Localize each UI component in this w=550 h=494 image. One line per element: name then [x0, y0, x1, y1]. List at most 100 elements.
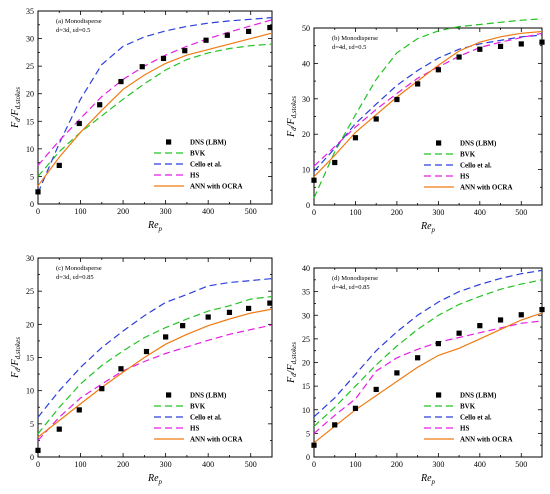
legend-label: Cello et al. [190, 161, 222, 169]
legend-label: HS [460, 173, 469, 181]
y-tick-label: 0 [30, 453, 34, 462]
legend-label: DNS (LBM) [190, 139, 227, 147]
panel-annotation-line: d=4d, εd=0.85 [332, 284, 370, 291]
plot-frame [313, 27, 543, 206]
data-point-dns [160, 55, 167, 62]
data-point-dns [76, 120, 82, 127]
data-point-dns [415, 355, 421, 361]
data-point-dns [497, 317, 504, 323]
y-tick-label: 10 [26, 145, 34, 154]
data-point-dns [118, 78, 124, 85]
y-tick-label: 15 [26, 117, 34, 126]
legend-marker-dns [166, 392, 172, 398]
panel-annotation-line: (a) Monodisperse [56, 18, 102, 25]
y-axis-label: Fd/Fd,stokes [286, 96, 298, 138]
series-line-hs [37, 324, 273, 441]
series-line-cello-et-al- [313, 269, 543, 418]
data-point-dns [539, 39, 545, 45]
series-line-bvk [313, 279, 543, 427]
legend: DNS (LBM) BVK Cello et al. HS ANN with OCRA [424, 392, 513, 444]
data-point-dns [415, 81, 421, 87]
data-point-dns [224, 32, 230, 38]
data-point-dns [35, 189, 41, 195]
legend-label: ANN with OCRA [190, 183, 243, 191]
data-point-dns [539, 306, 545, 313]
y-tick-label: 40 [302, 59, 310, 68]
panel-annotation-line: d=3d, εd=0.85 [56, 274, 94, 281]
x-tick-label: 500 [515, 460, 527, 469]
y-tick-label: 20 [26, 90, 34, 99]
legend-marker-dns [166, 139, 172, 145]
data-point-dns [456, 54, 462, 60]
x-tick-label: 500 [515, 208, 527, 217]
x-tick-label: 100 [75, 460, 87, 469]
data-point-dns [518, 41, 524, 47]
y-tick-label: 50 [302, 24, 310, 33]
legend-label: Cello et al. [190, 414, 222, 422]
x-tick-label: 400 [474, 208, 486, 217]
x-tick-label: 200 [117, 460, 129, 469]
legend-marker-dns [436, 140, 442, 146]
data-point-dns [97, 102, 103, 108]
series-line-ann-with-ocra [37, 308, 273, 438]
x-axis-label: Rep [147, 473, 163, 486]
y-tick-label: 25 [302, 335, 310, 344]
y-axis-label: Fd/Fd,stokes [10, 87, 22, 129]
x-tick-label: 400 [202, 207, 214, 216]
x-axis-label: Rep [420, 221, 436, 234]
series-line-bvk [37, 43, 273, 177]
x-tick-label: 500 [245, 207, 257, 216]
data-point-dns [394, 370, 400, 376]
legend: DNS (LBM) BVK Cello et al. HS ANN with OCRA [154, 392, 243, 444]
data-point-dns [56, 162, 62, 168]
chart-panel-2: 0 100 200 300 400 500 0 10 20 30 40 50 Rep Fd/Fd,stok… [286, 18, 545, 234]
data-point-dns [246, 305, 252, 312]
y-tick-label: 25 [26, 287, 34, 296]
legend-label: HS [190, 425, 199, 433]
y-tick-label: 10 [302, 166, 310, 175]
y-tick-label: 35 [26, 7, 34, 16]
chart-panel-3: 0 100 200 300 400 500 0 5 10 15 20 25 30 Rep Fd/Fd,sto… [10, 254, 273, 486]
y-tick-label: 25 [26, 62, 34, 71]
y-tick-label: 10 [26, 387, 34, 396]
y-tick-label: 35 [302, 288, 310, 297]
panel-annotation-line: (d) Monodisperse [332, 275, 378, 282]
x-tick-label: 100 [349, 208, 361, 217]
data-point-dns [497, 43, 504, 50]
data-point-dns [373, 116, 379, 122]
series-line-ann-with-ocra [313, 30, 543, 178]
x-tick-label: 500 [245, 460, 257, 469]
legend-label: DNS (LBM) [460, 392, 497, 400]
y-tick-label: 5 [30, 172, 34, 181]
legend-label: BVK [190, 150, 206, 158]
x-tick-label: 100 [75, 207, 87, 216]
data-point-dns [332, 422, 338, 428]
data-point-dns [352, 135, 359, 141]
data-point-dns [477, 46, 483, 52]
legend-label: HS [460, 425, 469, 433]
x-tick-label: 200 [117, 207, 129, 216]
y-tick-label: 5 [306, 429, 310, 438]
y-tick-label: 0 [306, 453, 310, 462]
x-tick-label: 0 [312, 208, 316, 217]
legend-label: DNS (LBM) [460, 140, 497, 148]
data-point-dns [352, 405, 359, 411]
y-axis-label: Fd/Fd,stokes [10, 337, 22, 379]
data-point-dns [311, 442, 317, 448]
series-line-bvk [313, 18, 543, 199]
series-line-ann-with-ocra [37, 32, 273, 187]
data-point-dns [518, 312, 524, 318]
x-axis-label: Rep [147, 220, 163, 233]
panel-annotation-line: d=3d, εd=0.5 [56, 27, 90, 34]
series-line-cello-et-al- [313, 34, 543, 172]
y-tick-label: 15 [26, 354, 34, 363]
x-tick-label: 300 [432, 208, 444, 217]
y-tick-label: 40 [302, 264, 310, 273]
data-point-dns [203, 37, 209, 43]
y-tick-label: 30 [302, 95, 310, 104]
x-tick-label: 0 [36, 460, 40, 469]
data-point-dns [477, 323, 483, 329]
panel-annotation-line: (b) Monodisperse [332, 35, 378, 42]
plot-frame [313, 267, 543, 458]
